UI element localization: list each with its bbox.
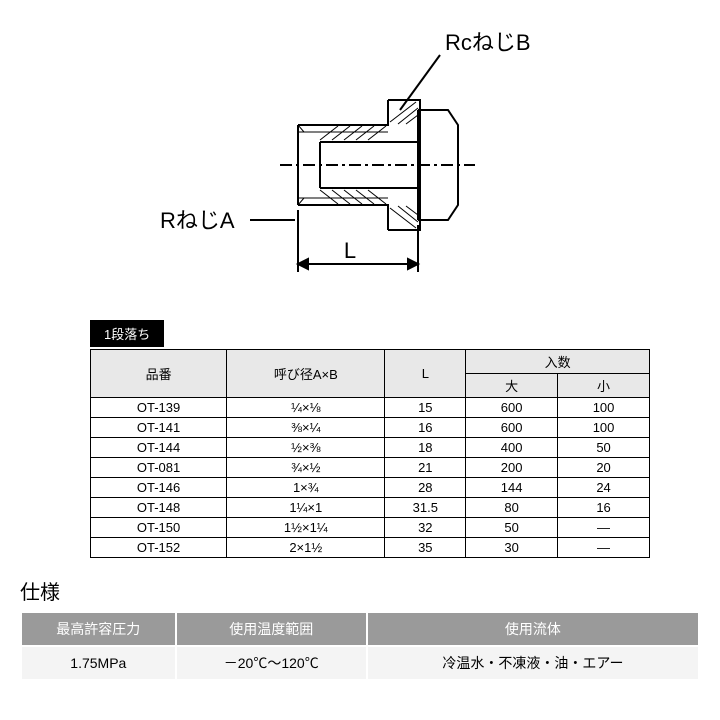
td-temp: －20℃～120℃ bbox=[176, 646, 367, 680]
td-pressure: 1.75MPa bbox=[21, 646, 176, 680]
table-cell: 1×¾ bbox=[227, 478, 385, 498]
parts-table: 品番 呼び径A×B L 入数 大 小 OT-139¼×⅛15600100OT-1… bbox=[90, 349, 650, 558]
table-cell: 16 bbox=[385, 418, 466, 438]
table-cell: 35 bbox=[385, 538, 466, 558]
table-row: OT-1461×¾2814424 bbox=[91, 478, 650, 498]
table-cell: 31.5 bbox=[385, 498, 466, 518]
table-row: OT-144½×⅜1840050 bbox=[91, 438, 650, 458]
table-cell: 20 bbox=[558, 458, 650, 478]
th-qty-group: 入数 bbox=[466, 350, 650, 374]
table-cell: 24 bbox=[558, 478, 650, 498]
table-cell: 144 bbox=[466, 478, 558, 498]
table-cell: OT-141 bbox=[91, 418, 227, 438]
table-cell: ¼×⅛ bbox=[227, 398, 385, 418]
table-cell: OT-150 bbox=[91, 518, 227, 538]
table-cell: ¾×½ bbox=[227, 458, 385, 478]
table-row: OT-141⅜×¼16600100 bbox=[91, 418, 650, 438]
table-cell: 100 bbox=[558, 418, 650, 438]
table-cell: 80 bbox=[466, 498, 558, 518]
spec-heading: 仕様 bbox=[20, 576, 700, 605]
th-fluid: 使用流体 bbox=[367, 612, 699, 646]
table-cell: 50 bbox=[466, 518, 558, 538]
table-cell: 16 bbox=[558, 498, 650, 518]
table-cell: — bbox=[558, 518, 650, 538]
table-cell: ⅜×¼ bbox=[227, 418, 385, 438]
spec-table: 最高許容圧力 使用温度範囲 使用流体 1.75MPa －20℃～120℃ 冷温水… bbox=[20, 611, 700, 681]
table-cell: OT-144 bbox=[91, 438, 227, 458]
table-cell: 100 bbox=[558, 398, 650, 418]
section-label-1dan: 1段落ち bbox=[90, 320, 164, 347]
table-row: OT-1522×1½3530— bbox=[91, 538, 650, 558]
table-cell: 15 bbox=[385, 398, 466, 418]
label-r-thread-a: RねじA bbox=[160, 208, 235, 233]
table-cell: 32 bbox=[385, 518, 466, 538]
table-cell: OT-152 bbox=[91, 538, 227, 558]
th-qty-big: 大 bbox=[466, 374, 558, 398]
table-cell: OT-146 bbox=[91, 478, 227, 498]
table-cell: 30 bbox=[466, 538, 558, 558]
label-rc-thread-b: RcねじB bbox=[445, 30, 531, 55]
table-cell: 600 bbox=[466, 418, 558, 438]
table-cell: 2×1½ bbox=[227, 538, 385, 558]
th-part-no: 品番 bbox=[91, 350, 227, 398]
table-cell: OT-139 bbox=[91, 398, 227, 418]
bushing-diagram: RcねじB RねじA L bbox=[20, 20, 700, 320]
table-cell: 400 bbox=[466, 438, 558, 458]
table-cell: 1½×1¼ bbox=[227, 518, 385, 538]
table-row: OT-139¼×⅛15600100 bbox=[91, 398, 650, 418]
th-l: L bbox=[385, 350, 466, 398]
th-size-ab: 呼び径A×B bbox=[227, 350, 385, 398]
td-fluid: 冷温水・不凍液・油・エアー bbox=[367, 646, 699, 680]
table-cell: 50 bbox=[558, 438, 650, 458]
table-cell: — bbox=[558, 538, 650, 558]
th-pressure: 最高許容圧力 bbox=[21, 612, 176, 646]
table-cell: 28 bbox=[385, 478, 466, 498]
dimension-l-label: L bbox=[344, 238, 356, 263]
table-cell: ½×⅜ bbox=[227, 438, 385, 458]
th-temp: 使用温度範囲 bbox=[176, 612, 367, 646]
table-row: OT-1481¼×131.58016 bbox=[91, 498, 650, 518]
table-cell: OT-148 bbox=[91, 498, 227, 518]
table-row: OT-081¾×½2120020 bbox=[91, 458, 650, 478]
table-cell: 200 bbox=[466, 458, 558, 478]
table-cell: OT-081 bbox=[91, 458, 227, 478]
table-cell: 21 bbox=[385, 458, 466, 478]
table-cell: 1¼×1 bbox=[227, 498, 385, 518]
th-qty-small: 小 bbox=[558, 374, 650, 398]
table-cell: 18 bbox=[385, 438, 466, 458]
table-cell: 600 bbox=[466, 398, 558, 418]
table-row: OT-1501½×1¼3250— bbox=[91, 518, 650, 538]
